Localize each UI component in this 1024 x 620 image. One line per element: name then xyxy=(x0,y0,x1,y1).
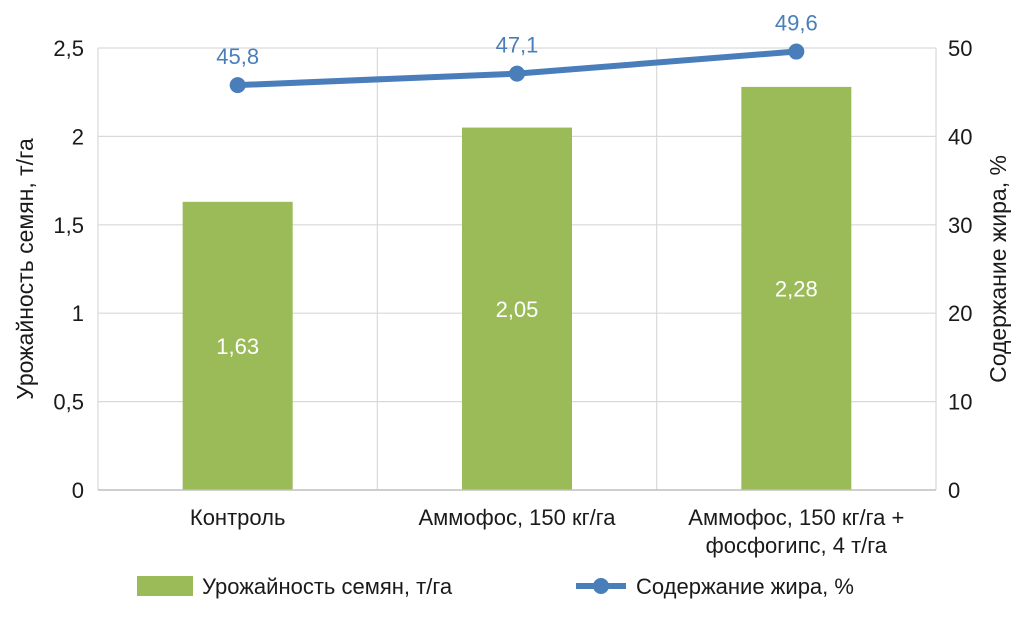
line-point xyxy=(229,77,246,94)
y2-tick-label: 30 xyxy=(948,213,972,238)
line-data-label: 47,1 xyxy=(496,33,539,58)
axes: 0 0,5 1 1,5 2 2,5 0 10 20 30 40 50 Контроль Аммофос, … xyxy=(53,36,972,558)
y-tick-label: 1,5 xyxy=(53,213,84,238)
legend-bar-label: Урожайность семян, т/га xyxy=(202,574,453,599)
fat-line: 45,8 47,1 49,6 xyxy=(216,11,818,94)
y2-tick-label: 0 xyxy=(948,478,960,503)
legend: Урожайность семян, т/га Содержание жира,… xyxy=(137,574,854,599)
x-tick-label: Аммофос, 150 кг/га xyxy=(418,505,616,530)
bar-data-label: 2,05 xyxy=(496,297,539,322)
y-tick-label: 0,5 xyxy=(53,390,84,415)
bar-data-label: 2,28 xyxy=(775,276,818,301)
bars: 1,63 2,05 2,28 xyxy=(182,86,852,491)
bar xyxy=(182,201,293,491)
y-tick-label: 2,5 xyxy=(53,36,84,61)
bar xyxy=(462,127,572,490)
y-tick-label: 0 xyxy=(72,478,84,503)
y2-tick-label: 10 xyxy=(948,390,972,415)
bar-data-label: 1,63 xyxy=(216,334,259,359)
legend-line-marker xyxy=(593,578,609,594)
x-tick-label: Контроль xyxy=(190,505,286,530)
y2-tick-label: 50 xyxy=(948,36,972,61)
line-point xyxy=(509,65,525,82)
y2-axis-title: Содержание жира, % xyxy=(985,155,1011,383)
y-tick-label: 2 xyxy=(72,124,84,149)
line-point xyxy=(788,43,805,60)
x-tick-label: Аммофос, 150 кг/га + xyxy=(688,505,904,530)
bar xyxy=(741,86,852,491)
y2-tick-label: 20 xyxy=(948,301,972,326)
line-data-label: 49,6 xyxy=(775,11,818,36)
x-tick-label: фосфогипс, 4 т/га xyxy=(706,533,888,558)
y-axis-title: Урожайность семян, т/га xyxy=(12,138,38,400)
y-tick-label: 1 xyxy=(72,301,84,326)
legend-bar-swatch xyxy=(137,576,193,596)
line-data-label: 45,8 xyxy=(216,44,259,69)
y2-tick-label: 40 xyxy=(948,124,972,149)
legend-line-label: Содержание жира, % xyxy=(636,574,854,599)
